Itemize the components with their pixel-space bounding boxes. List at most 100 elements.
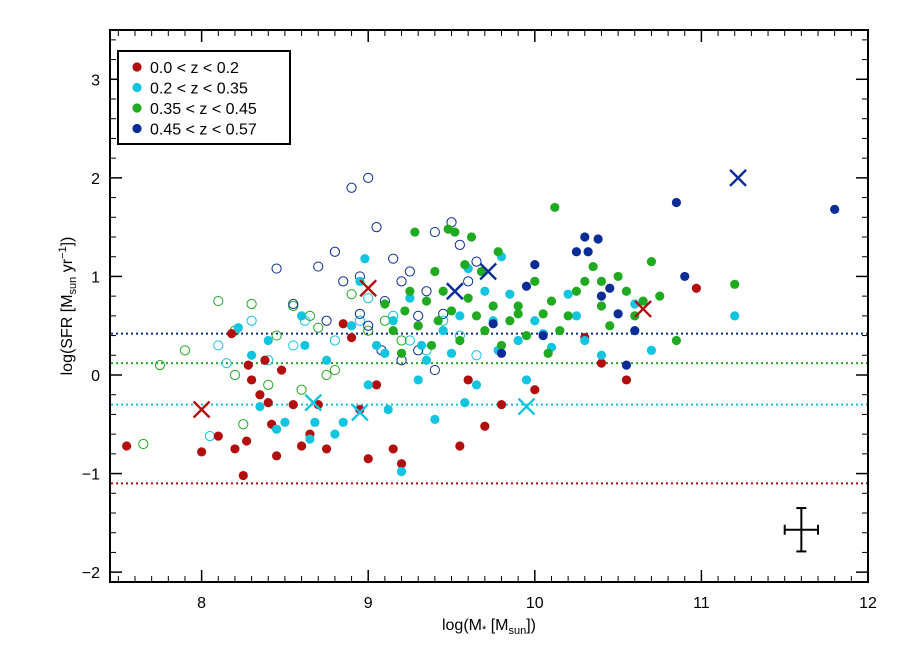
filled-point-0-0-z-0-2	[242, 436, 252, 446]
filled-point-0-35-z-0-45	[588, 261, 598, 272]
filled-point-0-2-z-0-35	[396, 467, 407, 477]
filled-point-0-35-z-0-45	[671, 335, 682, 346]
open-point-0-35-z-0-45	[363, 325, 374, 336]
filled-point-0-0-z-0-2	[455, 441, 465, 451]
filled-point-0-0-z-0-2	[496, 399, 507, 410]
filled-point-0-35-z-0-45	[410, 227, 420, 237]
open-point-0-45-z-0-57	[346, 182, 357, 193]
filled-point-0-0-z-0-2	[596, 358, 607, 368]
y-tick-label: 1	[91, 269, 100, 286]
open-point-0-45-z-0-57	[463, 276, 474, 287]
filled-point-0-0-z-0-2	[321, 444, 332, 454]
open-point-0-2-z-0-35	[329, 335, 341, 346]
filled-point-0-35-z-0-45	[730, 279, 740, 289]
filled-point-0-2-z-0-35	[247, 350, 257, 360]
open-point-0-45-z-0-57	[288, 298, 299, 310]
open-point-0-2-z-0-35	[421, 345, 432, 356]
open-point-0-45-z-0-57	[354, 308, 365, 319]
filled-point-0-2-z-0-35	[521, 375, 532, 385]
open-point-0-2-z-0-35	[363, 293, 374, 304]
filled-point-0-35-z-0-45	[550, 202, 560, 213]
open-point-0-35-z-0-45	[296, 384, 307, 395]
filled-point-0-2-z-0-35	[330, 429, 340, 439]
filled-point-0-35-z-0-45	[530, 276, 540, 286]
filled-point-0-45-z-0-57	[580, 232, 590, 242]
filled-point-0-35-z-0-45	[555, 326, 565, 336]
open-point-0-2-z-0-35	[471, 350, 482, 361]
filled-point-0-35-z-0-45	[466, 232, 477, 242]
plot-frame	[109, 29, 869, 583]
legend-marker	[132, 62, 142, 72]
x-axis-title-mid: [M	[486, 617, 508, 634]
filled-point-0-35-z-0-45	[460, 260, 470, 270]
filled-point-0-0-z-0-2	[396, 459, 407, 469]
open-point-0-35-z-0-45	[313, 322, 324, 333]
filled-point-0-35-z-0-45	[405, 286, 415, 296]
open-point-0-2-z-0-35	[404, 335, 415, 346]
filled-point-0-0-z-0-2	[271, 451, 282, 461]
filled-point-0-2-z-0-35	[430, 414, 440, 424]
filled-point-0-35-z-0-45	[426, 340, 437, 351]
filled-point-0-35-z-0-45	[505, 316, 515, 326]
open-point-0-35-z-0-45	[229, 369, 241, 381]
filled-point-0-2-z-0-35	[383, 404, 393, 415]
filled-point-0-2-z-0-35	[271, 424, 282, 434]
filled-point-0-0-z-0-2	[247, 375, 257, 385]
filled-point-0-0-z-0-2	[296, 441, 307, 451]
open-point-0-45-z-0-57	[471, 256, 482, 267]
open-point-0-35-z-0-45	[263, 379, 274, 390]
open-point-0-35-z-0-45	[138, 438, 149, 450]
filled-point-0-0-z-0-2	[288, 399, 298, 410]
open-point-0-2-z-0-35	[221, 358, 232, 369]
filled-point-0-2-z-0-35	[300, 340, 310, 351]
open-point-0-45-z-0-57	[321, 315, 332, 326]
open-point-0-35-z-0-45	[246, 298, 257, 310]
filled-point-0-35-z-0-45	[563, 311, 573, 321]
filled-point-0-35-z-0-45	[450, 227, 460, 237]
cross-marker-0-2-z-0-35	[304, 393, 323, 412]
filled-point-0-0-z-0-2	[122, 441, 132, 451]
filled-point-0-35-z-0-45	[476, 266, 487, 277]
cross-marker-0-0-z-0-2	[192, 400, 211, 419]
filled-point-0-2-z-0-35	[263, 335, 273, 346]
filled-point-0-2-z-0-35	[255, 401, 265, 412]
legend-label: 0.45 < z < 0.57	[150, 122, 257, 139]
filled-point-0-35-z-0-45	[396, 348, 407, 358]
open-point-0-45-z-0-57	[429, 226, 440, 238]
filled-point-0-45-z-0-57	[613, 309, 623, 319]
filled-point-0-35-z-0-45	[400, 306, 410, 316]
filled-point-0-2-z-0-35	[416, 340, 427, 351]
open-point-0-35-z-0-45	[329, 364, 341, 376]
filled-point-0-35-z-0-45	[546, 296, 557, 306]
filled-point-0-35-z-0-45	[538, 309, 548, 319]
filled-point-0-35-z-0-45	[655, 291, 665, 301]
filled-point-0-45-z-0-57	[583, 247, 593, 257]
filled-point-0-2-z-0-35	[413, 375, 423, 385]
legend-entry-0-2-z-0-35: 0.2 < z < 0.35	[132, 81, 248, 98]
filled-point-0-35-z-0-45	[638, 296, 648, 306]
filled-point-0-2-z-0-35	[471, 380, 482, 390]
filled-point-0-2-z-0-35	[480, 286, 490, 296]
filled-point-0-35-z-0-45	[433, 316, 443, 326]
open-point-0-35-z-0-45	[271, 330, 282, 341]
filled-point-0-0-z-0-2	[255, 390, 265, 400]
filled-point-0-2-z-0-35	[438, 326, 448, 336]
filled-point-0-2-z-0-35	[388, 316, 398, 326]
filled-point-0-35-z-0-45	[388, 326, 398, 336]
cross-marker-0-0-z-0-2	[634, 300, 652, 318]
filled-point-0-35-z-0-45	[421, 296, 432, 306]
filled-point-0-2-z-0-35	[321, 355, 332, 365]
cross-marker-0-45-z-0-57	[445, 282, 464, 301]
filled-point-0-0-z-0-2	[463, 375, 473, 385]
filled-point-0-2-z-0-35	[371, 340, 382, 351]
open-point-0-45-z-0-57	[404, 266, 415, 277]
filled-point-0-2-z-0-35	[363, 380, 373, 390]
open-point-0-45-z-0-57	[413, 310, 424, 321]
legend-entry-0-0-z-0-2: 0.0 < z < 0.2	[132, 60, 239, 77]
filled-point-0-45-z-0-57	[571, 247, 582, 257]
x-axis-title-post: ])	[526, 617, 536, 634]
filled-point-0-0-z-0-2	[346, 332, 357, 343]
open-point-0-2-z-0-35	[288, 340, 299, 351]
filled-point-0-35-z-0-45	[571, 286, 582, 296]
